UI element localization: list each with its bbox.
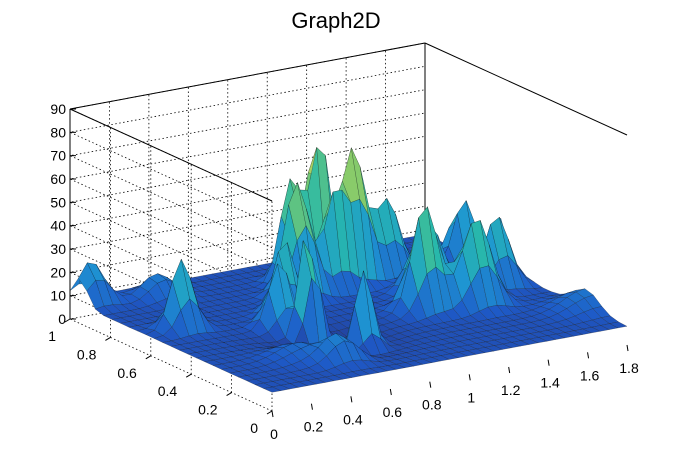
y-tick-label: 0.2	[198, 402, 218, 418]
y-axis-ticks: 0 0.2 0.4 0.6 0.8 1	[48, 318, 273, 436]
back-edge-top	[69, 42, 426, 110]
z-tick-label: 60	[50, 171, 66, 187]
z-tick-label: 40	[50, 218, 66, 234]
x-tick-mark	[389, 388, 392, 396]
top-edge-right	[424, 42, 628, 136]
z-gridline	[68, 65, 426, 225]
z-tick-label: 30	[50, 241, 66, 257]
x-axis-ticks: 0 0.2 0.4 0.6 0.8 1 1.2 1.4 1.6 1.8	[270, 344, 639, 442]
x-tick-mark	[350, 396, 353, 403]
x-tick-label: 1	[467, 389, 475, 405]
z-tick-label: 20	[50, 264, 66, 280]
x-tick-mark	[587, 352, 590, 359]
y-tick-label: 1	[48, 328, 56, 344]
x-tick-label: 1.2	[501, 382, 521, 398]
z-tick-label: 50	[50, 194, 66, 210]
y-tick-mark	[145, 355, 152, 360]
x-tick-label: 1.4	[540, 375, 560, 391]
x-tick-label: 0.4	[343, 411, 363, 427]
y-tick-mark	[266, 410, 273, 415]
y-tick-label: 0	[250, 420, 258, 436]
x-tick-label: 0	[270, 426, 278, 442]
z-tick-label: 0	[58, 311, 66, 327]
surface-mesh	[69, 146, 628, 393]
z-tick-label: 70	[50, 148, 66, 164]
y-tick-mark	[64, 318, 71, 323]
y-tick-mark	[105, 336, 111, 341]
x-tick-mark	[547, 359, 550, 366]
z-axis-ticks: 0 10 20 30 40 50 60 70 80 90	[50, 101, 76, 327]
y-tick-label: 0.6	[117, 365, 137, 381]
x-tick-label: 0.8	[422, 397, 442, 413]
x-tick-mark	[468, 374, 471, 381]
x-tick-label: 0.6	[383, 404, 403, 420]
y-tick-mark	[226, 392, 232, 397]
surface-cell	[609, 321, 628, 329]
chart-title: Graph2D	[291, 8, 380, 33]
y-tick-label: 0.4	[158, 383, 178, 399]
y-tick-label: 0.8	[77, 346, 97, 362]
x-tick-mark	[271, 410, 274, 418]
z-tick-label: 80	[50, 124, 66, 140]
x-tick-label: 1.8	[619, 360, 639, 376]
x-tick-label: 0.2	[304, 419, 324, 435]
x-tick-mark	[429, 381, 432, 388]
x-tick-mark	[310, 403, 313, 410]
x-tick-label: 1.6	[580, 367, 600, 383]
y-tick-mark	[185, 373, 192, 378]
z-tick-label: 10	[50, 288, 66, 304]
x-tick-mark	[626, 344, 629, 352]
z-tick-label: 90	[50, 101, 66, 117]
x-tick-mark	[508, 366, 511, 374]
